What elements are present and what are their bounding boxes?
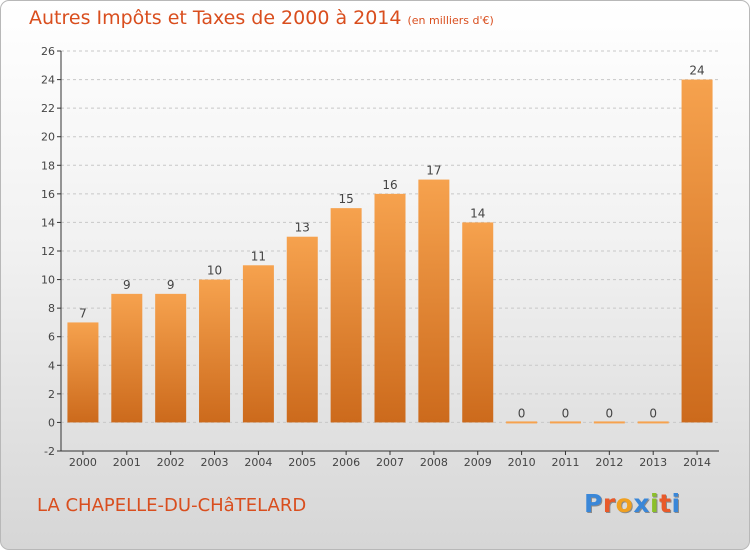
bar-2004 [242, 265, 274, 423]
data-label-2003: 10 [207, 264, 222, 278]
bar-2008 [418, 179, 450, 423]
brand-letter: P [584, 489, 603, 518]
brand-letter: x [633, 489, 650, 518]
data-label-2009: 14 [470, 206, 485, 220]
bar-2005 [286, 236, 318, 423]
bar-2003 [199, 279, 231, 423]
bar-2001 [111, 293, 143, 423]
x-tick-label-2014: 2014 [683, 456, 711, 469]
data-label-2011: 0 [562, 406, 570, 420]
data-label-2002: 9 [167, 278, 175, 292]
y-tick-label: 24 [41, 74, 55, 87]
brand-letter: t [659, 489, 672, 518]
bar-2002 [155, 293, 187, 423]
bar-2010 [506, 421, 538, 424]
brand-letter: i [650, 489, 660, 518]
bar-2007 [374, 193, 406, 423]
y-tick-label: 26 [41, 45, 55, 58]
y-tick-label: 12 [41, 245, 55, 258]
x-tick-label-2007: 2007 [376, 456, 404, 469]
x-tick-label-2000: 2000 [69, 456, 97, 469]
y-tick-label: 6 [48, 331, 55, 344]
chart-unit-note: (en milliers d'€) [407, 14, 494, 27]
y-tick-label: 16 [41, 188, 55, 201]
data-label-2010: 0 [518, 406, 526, 420]
y-tick-label: 20 [41, 131, 55, 144]
y-tick-label: 10 [41, 274, 55, 287]
brand-letter: r [602, 489, 616, 518]
x-tick-label-2003: 2003 [201, 456, 229, 469]
x-tick-label-2009: 2009 [464, 456, 492, 469]
bar-2013 [637, 421, 669, 424]
x-tick-label-2002: 2002 [157, 456, 185, 469]
x-tick-label-2005: 2005 [288, 456, 316, 469]
brand-letter: o [615, 489, 634, 518]
bar-2014 [681, 79, 713, 423]
x-tick-label-2010: 2010 [508, 456, 536, 469]
data-label-2001: 9 [123, 278, 131, 292]
data-label-2006: 15 [338, 192, 353, 206]
y-tick-label: 18 [41, 159, 55, 172]
data-label-2008: 17 [426, 164, 441, 178]
data-label-2005: 13 [295, 221, 310, 235]
data-label-2007: 16 [382, 178, 397, 192]
bar-2006 [330, 208, 362, 423]
x-tick-label-2012: 2012 [595, 456, 623, 469]
y-tick-label: 8 [48, 302, 55, 315]
commune-name: LA CHAPELLE-DU-CHâTELARD [37, 495, 307, 516]
y-tick-label: 4 [48, 359, 55, 372]
bar-2011 [549, 421, 581, 424]
chart-title: Autres Impôts et Taxes de 2000 à 2014 (en… [29, 7, 494, 29]
bars [67, 79, 713, 424]
bar-2012 [593, 421, 625, 424]
x-tick-label-2001: 2001 [113, 456, 141, 469]
x-tick-label-2006: 2006 [332, 456, 360, 469]
data-labels: 7 9 9 10 11 13 15 16 17 14 0 0 0 0 24 [79, 64, 705, 421]
bar-2000 [67, 322, 99, 423]
y-tick-label: -2 [44, 445, 55, 458]
data-label-2013: 0 [649, 406, 657, 420]
data-label-2012: 0 [606, 406, 614, 420]
y-tick-label: 22 [41, 102, 55, 115]
proxiti-logo[interactable]: Proxiti [584, 489, 681, 518]
x-tick-label-2008: 2008 [420, 456, 448, 469]
data-label-2014: 24 [689, 64, 704, 78]
data-label-2004: 11 [251, 249, 266, 263]
data-label-2000: 7 [79, 306, 87, 320]
bar-2009 [462, 222, 494, 423]
brand-letter: i [671, 489, 681, 518]
x-tick-label-2013: 2013 [639, 456, 667, 469]
y-tick-label: 14 [41, 216, 55, 229]
x-tick-label-2011: 2011 [551, 456, 579, 469]
x-tick-label-2004: 2004 [244, 456, 272, 469]
y-tick-label: 0 [48, 416, 55, 429]
chart-title-text: Autres Impôts et Taxes de 2000 à 2014 [29, 7, 402, 29]
y-tick-label: 2 [48, 388, 55, 401]
